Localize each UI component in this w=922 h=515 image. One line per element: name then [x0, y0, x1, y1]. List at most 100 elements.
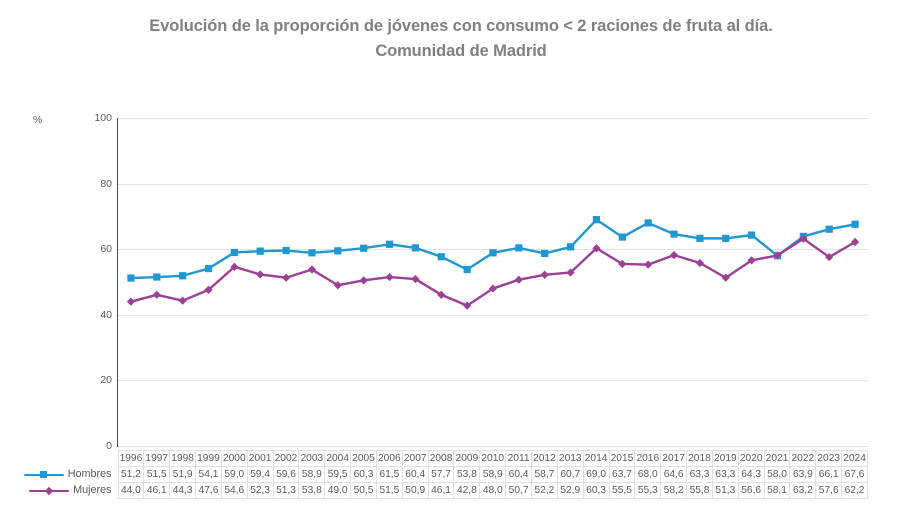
data-point-marker — [204, 285, 213, 294]
data-point-marker — [540, 270, 549, 279]
data-point-marker — [153, 273, 161, 281]
table-cell-value: 51,3 — [711, 482, 739, 499]
data-point-marker — [669, 251, 679, 260]
table-cell-value: 51,3 — [272, 482, 300, 499]
table-cell-value: 55,3 — [634, 482, 662, 499]
table-cell-value: 63,3 — [711, 466, 739, 483]
data-point-marker — [152, 290, 161, 299]
table-cell-value: 52,9 — [556, 482, 584, 499]
table-cell-value: 53,8 — [298, 482, 326, 499]
data-point-marker — [722, 234, 730, 242]
table-cell-value: 53,8 — [453, 466, 481, 483]
series-mujeres — [126, 234, 860, 310]
data-point-marker — [566, 268, 575, 277]
y-axis-tick-label: 100 — [94, 112, 112, 124]
legend-entry-mujeres[interactable]: Mujeres — [0, 483, 118, 499]
plot-area — [118, 118, 868, 447]
table-cell-value: 58,1 — [763, 482, 791, 499]
data-point-marker — [618, 233, 626, 241]
table-cell-value: 44,3 — [169, 482, 197, 499]
table-column-header: 2011 — [505, 450, 532, 467]
table-cell-value: 46,1 — [427, 482, 455, 499]
table-cell-value: 57,7 — [427, 466, 455, 483]
table-cell-value: 69,0 — [582, 466, 610, 483]
y-axis-tick-label: 40 — [100, 308, 112, 321]
data-table-container: 1996 1997 1998 1999 2000 2001 2002 2003 2004 2005… — [0, 450, 922, 499]
y-axis-tick-label: 0 — [106, 440, 112, 452]
data-point-marker — [515, 244, 523, 252]
data-point-marker — [437, 253, 445, 261]
table-cell-value: 57,6 — [815, 482, 843, 499]
data-point-marker — [126, 297, 136, 306]
table-cell-value: 60,7 — [556, 466, 584, 483]
data-point-marker — [204, 264, 213, 273]
table-cell-value: 54,1 — [195, 466, 222, 483]
series-line — [129, 237, 857, 307]
data-point-marker — [747, 256, 756, 265]
table-cell-value: 44,0 — [117, 482, 145, 499]
table-cell-value: 51,9 — [169, 466, 197, 483]
data-point-marker — [385, 240, 394, 248]
data-point-marker — [592, 244, 601, 253]
data-point-marker — [359, 276, 368, 285]
table-cell-value: 63,3 — [686, 466, 713, 483]
table-cell-value: 58,0 — [763, 466, 791, 483]
table-header-row: 1996 1997 1998 1999 2000 2001 2002 2003 2004 2005… — [0, 450, 868, 467]
table-cell-value: 63,2 — [789, 482, 817, 499]
data-point-marker — [592, 216, 601, 224]
table-cell-value: 47,6 — [195, 482, 222, 499]
table-column-header: 2024 — [841, 450, 868, 467]
data-point-marker — [541, 249, 549, 258]
y-axis-tick-label: 20 — [100, 374, 112, 387]
data-point-marker — [308, 249, 316, 257]
table-cell-value: 50,9 — [401, 482, 429, 499]
table-cell-value: 58,9 — [298, 466, 326, 483]
series-data-table: 1996 1997 1998 1999 2000 2001 2002 2003 2004 2005… — [0, 450, 868, 499]
table-cell-value: 62,2 — [841, 482, 868, 499]
data-point-marker — [488, 284, 498, 293]
data-point-marker — [360, 244, 368, 252]
table-cell-value: 60,3 — [582, 482, 610, 499]
table-cell-value: 49,0 — [324, 482, 352, 499]
table-cell-value: 63,7 — [608, 466, 636, 483]
data-point-marker — [644, 260, 653, 269]
data-point-marker — [307, 265, 317, 274]
legend-entry-hombres[interactable]: Hombres — [0, 467, 118, 483]
y-axis-tick-label: 60 — [100, 243, 112, 256]
table-cell-value: 52,2 — [531, 482, 558, 499]
data-point-marker — [489, 249, 497, 257]
y-axis-tick-labels: 0 20 40 60 80 100 — [62, 113, 112, 452]
data-point-marker — [334, 247, 342, 255]
data-point-marker — [230, 262, 239, 272]
table-column-header: 2019 — [711, 450, 739, 467]
gridline — [118, 380, 868, 381]
table-cell-value: 64,6 — [660, 466, 688, 483]
data-point-marker — [644, 219, 652, 227]
data-point-marker — [127, 274, 135, 282]
table-column-header: 2020 — [737, 450, 765, 467]
table-column-header: 1996 — [117, 450, 145, 467]
table-column-header: 2013 — [556, 450, 584, 467]
data-point-marker — [748, 231, 756, 239]
gridline — [118, 315, 868, 316]
data-point-marker — [850, 237, 860, 247]
table-cell-value: 60,4 — [401, 466, 429, 483]
table-cell-value: 59,6 — [272, 466, 300, 483]
table-column-header: 2000 — [220, 450, 248, 467]
table-column-header: 2017 — [660, 450, 688, 467]
data-point-marker — [411, 244, 420, 252]
table-cell-value: 51,5 — [375, 482, 403, 499]
table-column-header: 2009 — [453, 450, 481, 467]
data-point-marker — [230, 248, 238, 257]
data-point-marker — [696, 234, 704, 242]
title-line-2: Comunidad de Madrid — [375, 42, 547, 60]
data-point-marker — [851, 220, 859, 228]
table-cell-value: 50,5 — [350, 482, 377, 499]
table-column-header: 1997 — [143, 450, 171, 467]
table-cell-value: 58,7 — [531, 466, 558, 483]
table-cell-value: 56,6 — [737, 482, 765, 499]
y-axis-line — [117, 118, 119, 447]
page-title: Evolución de la proporción de jóvenes co… — [0, 14, 922, 64]
data-point-marker — [799, 234, 808, 243]
table-cell-value: 67,6 — [841, 466, 868, 483]
